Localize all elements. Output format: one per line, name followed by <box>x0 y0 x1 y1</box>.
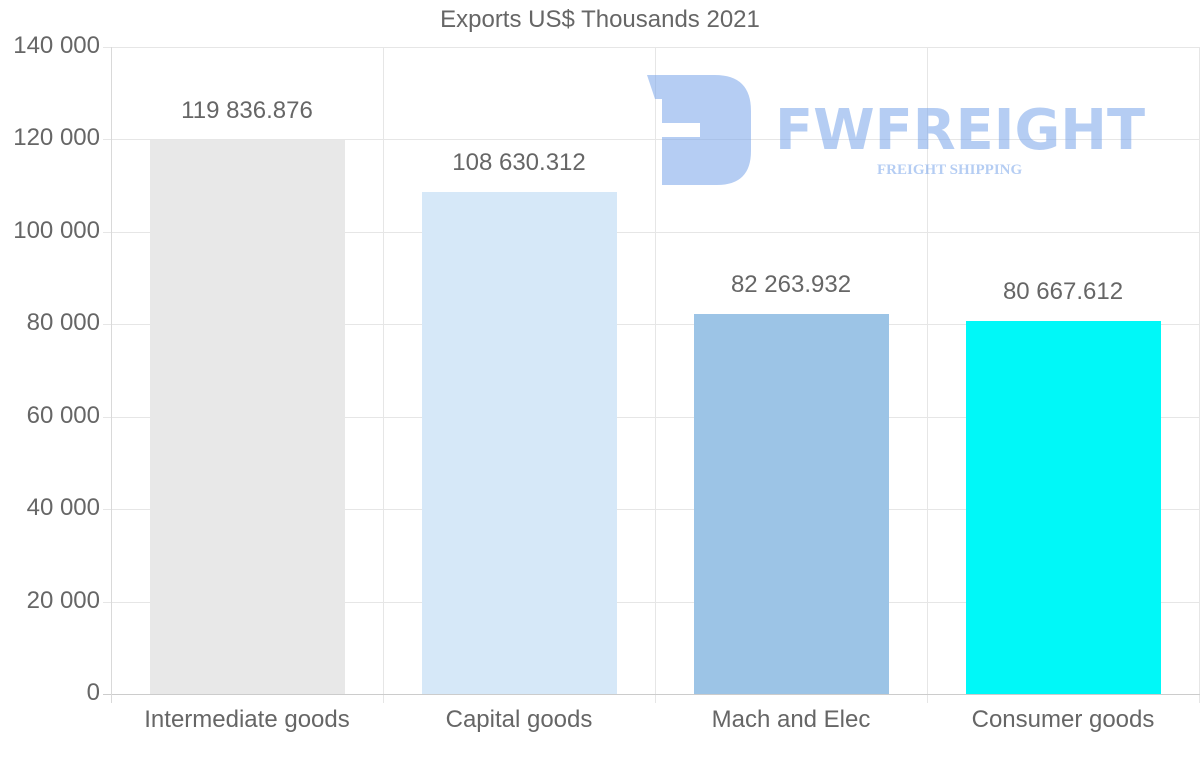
bar-value-label: 119 836.876 <box>181 97 313 124</box>
bar-intermediate-goods[interactable] <box>150 140 345 694</box>
grid-line-horizontal <box>103 417 1200 418</box>
y-tick-label: 40 000 <box>26 494 100 521</box>
bar-consumer-goods[interactable] <box>966 321 1161 694</box>
bar-value-label: 82 263.932 <box>730 271 852 298</box>
grid-line-horizontal <box>103 509 1200 510</box>
y-tick-label: 60 000 <box>26 402 100 429</box>
y-tick-label: 0 <box>86 679 100 706</box>
bar-capital-goods[interactable] <box>422 192 617 694</box>
fwfreight-logo-icon: FWFREIGHT FREIGHT SHIPPING <box>647 75 1145 185</box>
y-tick-label: 80 000 <box>26 309 100 336</box>
grid-line-horizontal <box>103 232 1200 233</box>
x-tick-label: Capital goods <box>445 706 593 733</box>
grid-line-horizontal <box>103 47 1200 48</box>
x-tick-label: Mach and Elec <box>711 706 871 733</box>
y-tick-label: 140 000 <box>13 32 100 59</box>
grid-line-horizontal <box>103 139 1200 140</box>
grid-line-vertical <box>927 47 928 703</box>
x-tick-label: Intermediate goods <box>144 706 350 733</box>
bar-mach-and-elec[interactable] <box>694 314 889 694</box>
bar-value-label: 108 630.312 <box>452 149 586 176</box>
grid-line-horizontal <box>103 602 1200 603</box>
bar-value-label: 80 667.612 <box>1002 278 1124 305</box>
y-tick-label: 100 000 <box>13 217 100 244</box>
x-axis-line <box>103 694 1200 695</box>
x-tick-label: Consumer goods <box>971 706 1155 733</box>
grid-line-vertical <box>655 47 656 703</box>
y-tick-label: 120 000 <box>13 124 100 151</box>
fwfreight-watermark-logo: FWFREIGHT FREIGHT SHIPPING <box>645 73 1155 188</box>
y-axis-line <box>111 47 112 703</box>
grid-line-horizontal <box>103 324 1200 325</box>
svg-text:FREIGHT SHIPPING: FREIGHT SHIPPING <box>877 162 1022 178</box>
chart-title: Exports US$ Thousands 2021 <box>440 6 760 33</box>
y-tick-label: 20 000 <box>26 587 100 614</box>
grid-line-vertical <box>383 47 384 703</box>
svg-text:FWFREIGHT: FWFREIGHT <box>775 98 1145 163</box>
